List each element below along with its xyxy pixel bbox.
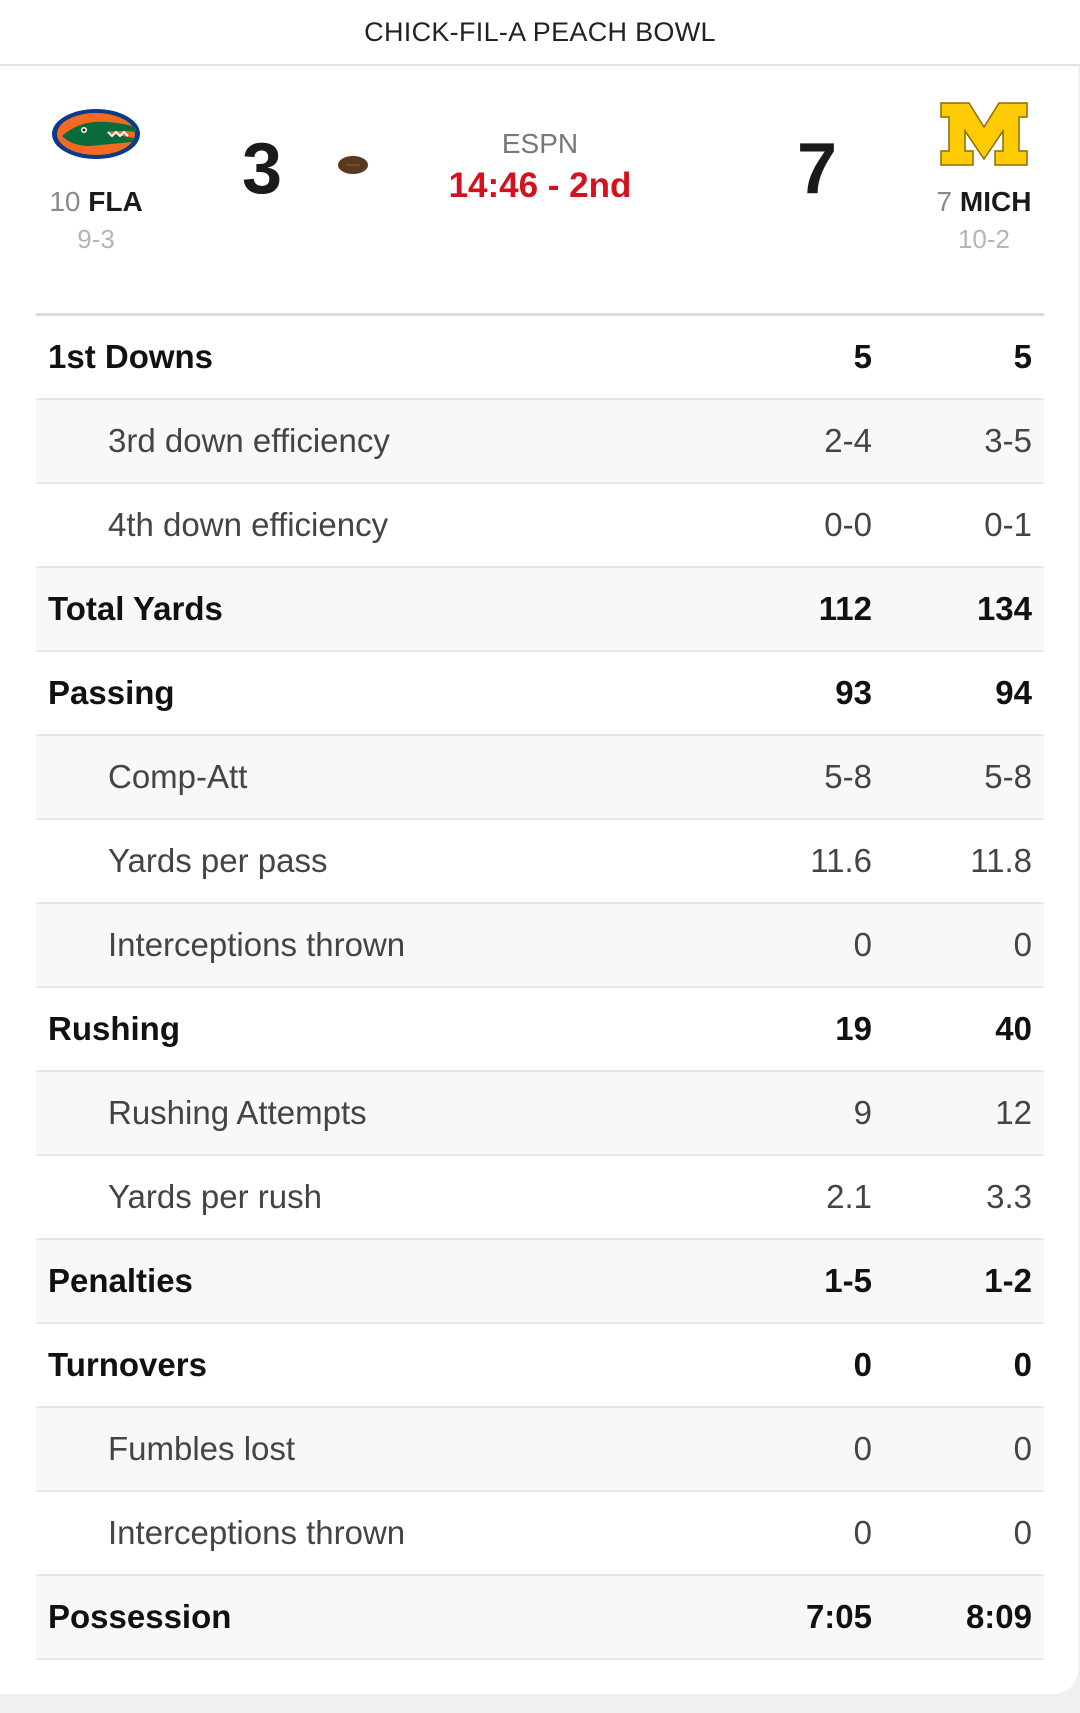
home-record: 10-2	[957, 224, 1011, 254]
stat-away-value: 93	[835, 674, 872, 711]
stat-row: Penalties 1-5 1-2	[36, 1240, 1044, 1324]
stat-row: Fumbles lost 0 0	[36, 1408, 1044, 1492]
stat-row: 4th down efficiency 0-0 0-1	[36, 484, 1044, 568]
stat-row: Total Yards 112 134	[36, 568, 1044, 652]
stat-row: Interceptions thrown 0 0	[36, 904, 1044, 988]
stat-label: Total Yards	[48, 590, 223, 627]
stat-row: Rushing Attempts 9 12	[36, 1072, 1044, 1156]
game-title: CHICK-FIL-A PEACH BOWL	[364, 16, 716, 47]
stat-label: 1st Downs	[48, 338, 214, 375]
stat-row: Possession 7:05 8:09	[36, 1576, 1044, 1660]
stat-row: Yards per rush 2.1 3.3	[36, 1156, 1044, 1240]
home-score: 7	[796, 129, 838, 209]
stat-row: 3rd down efficiency 2-4 3-5	[36, 400, 1044, 484]
stat-home-value: 0-1	[984, 506, 1032, 543]
stat-home-value: 5	[1013, 338, 1032, 375]
stat-home-value: 0	[1013, 926, 1032, 963]
stat-label: Possession	[48, 1598, 232, 1635]
stat-home-value: 0	[1013, 1430, 1032, 1467]
stat-row: 1st Downs 5 5	[36, 316, 1044, 400]
block-m-logo-icon	[924, 96, 1044, 172]
stat-away-value: 7:05	[805, 1598, 872, 1635]
away-abbr: FLA	[88, 186, 143, 217]
stat-home-value: 8:09	[965, 1598, 1032, 1635]
stat-label: Yards per rush	[108, 1178, 322, 1215]
away-record: 9-3	[77, 224, 115, 254]
away-rank: 10	[49, 186, 81, 217]
stat-label: Rushing	[48, 1010, 180, 1047]
home-team[interactable]: 7 MICH 10-2	[924, 96, 1044, 255]
stat-home-value: 0	[1013, 1514, 1032, 1551]
stat-home-value: 0	[1013, 1346, 1032, 1383]
stat-row: Passing 93 94	[36, 652, 1044, 736]
stat-home-value: 3.3	[986, 1178, 1032, 1215]
stat-row: Yards per pass 11.6 11.8	[36, 820, 1044, 904]
stat-away-value: 0	[853, 1346, 872, 1383]
stat-away-value: 5-8	[824, 758, 872, 795]
stat-home-value: 12	[995, 1094, 1032, 1131]
stat-label: Interceptions thrown	[108, 1514, 406, 1551]
stat-home-value: 5-8	[984, 758, 1032, 795]
stat-away-value: 11.6	[810, 842, 872, 879]
stat-label: 4th down efficiency	[108, 506, 389, 543]
stat-label: Comp-Att	[108, 758, 248, 795]
stat-home-value: 11.8	[970, 842, 1032, 879]
team-stats-table: 1st Downs 5 5 3rd down efficiency 2-4 3-5 4th …	[36, 313, 1044, 1660]
stat-away-value: 0	[853, 1514, 872, 1551]
stat-away-value: 19	[835, 1010, 872, 1047]
game-clock: 14:46 - 2nd	[448, 166, 632, 205]
football-possession-icon	[338, 156, 368, 174]
stat-label: Interceptions thrown	[108, 926, 406, 963]
home-rank: 7	[936, 186, 953, 217]
gator-logo-icon	[36, 96, 156, 172]
stat-label: Penalties	[48, 1262, 193, 1299]
stat-away-value: 2-4	[824, 422, 872, 459]
broadcast-network: ESPN	[501, 128, 579, 159]
away-score: 3	[241, 129, 283, 209]
stat-label: Passing	[48, 674, 175, 711]
stat-label: Turnovers	[48, 1346, 207, 1383]
stat-away-value: 1-5	[824, 1262, 872, 1299]
stat-home-value: 3-5	[984, 422, 1032, 459]
stat-row: Comp-Att 5-8 5-8	[36, 736, 1044, 820]
stat-away-value: 9	[853, 1094, 872, 1131]
stat-home-value: 40	[995, 1010, 1032, 1047]
stat-home-value: 134	[976, 590, 1032, 627]
home-abbr: MICH	[959, 186, 1032, 217]
stat-home-value: 1-2	[984, 1262, 1032, 1299]
stat-row: Turnovers 0 0	[36, 1324, 1044, 1408]
game-card: 10 FLA 9-3 3 ESPN 14:46 - 2nd 7 7 MICH 1…	[0, 66, 1078, 1694]
stat-row: Interceptions thrown 0 0	[36, 1492, 1044, 1576]
stat-label: Fumbles lost	[108, 1430, 296, 1467]
stat-away-value: 0-0	[824, 506, 872, 543]
stat-away-value: 0	[853, 1430, 872, 1467]
stat-away-value: 5	[853, 338, 872, 375]
stat-label: Yards per pass	[108, 842, 328, 879]
stat-label: 3rd down efficiency	[108, 422, 390, 459]
away-team[interactable]: 10 FLA 9-3	[36, 96, 156, 255]
stat-away-value: 112	[818, 590, 872, 627]
game-status: ESPN 14:46 - 2nd	[390, 128, 690, 206]
stat-away-value: 2.1	[826, 1178, 872, 1215]
stat-row: Rushing 19 40	[36, 988, 1044, 1072]
stat-home-value: 94	[995, 674, 1032, 711]
stat-away-value: 0	[853, 926, 872, 963]
stat-label: Rushing Attempts	[108, 1094, 367, 1131]
top-bar: CHICK-FIL-A PEACH BOWL	[0, 0, 1080, 66]
